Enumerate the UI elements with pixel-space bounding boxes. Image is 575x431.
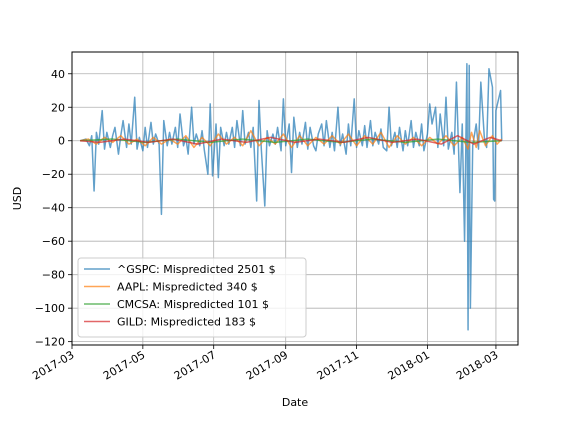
y-tick-label: −40: [42, 202, 65, 215]
legend-box: [77, 257, 307, 338]
y-tick-label: 20: [51, 101, 65, 114]
y-tick-label: −60: [42, 235, 65, 248]
y-tick-label: −120: [35, 336, 65, 349]
y-tick-label: −100: [35, 302, 65, 315]
legend-label-3: GILD: Mispredicted 183 $: [117, 316, 256, 329]
y-tick-label: −20: [42, 168, 65, 181]
legend-label-0: ^GSPC: Mispredicted 2501 $: [117, 263, 276, 276]
y-tick-label: −80: [42, 269, 65, 282]
y-tick-label: 40: [51, 68, 65, 81]
legend-label-1: AAPL: Mispredicted 340 $: [117, 281, 258, 294]
series-line-3: [80, 134, 502, 145]
plot-frame: [71, 51, 519, 346]
x-axis-label: Date: [282, 396, 309, 409]
series-lines: [79, 62, 503, 331]
y-axis-label: USD: [11, 187, 24, 211]
y-tick-label: 0: [58, 135, 65, 148]
legend: ^GSPC: Mispredicted 2501 $ AAPL: Mispredi…: [77, 257, 307, 338]
legend-label-2: CMCSA: Mispredicted 101 $: [117, 298, 269, 311]
